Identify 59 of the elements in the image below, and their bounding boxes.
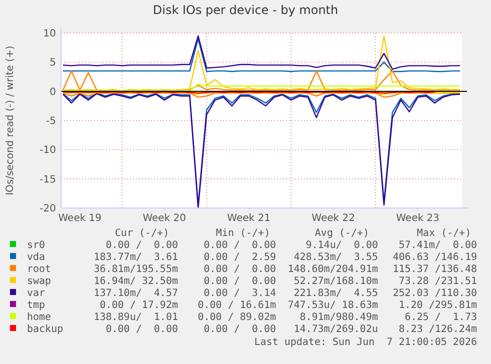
text: Max (-/+): [416, 228, 472, 239]
text: 0.00 / 17.92m: [100, 300, 178, 311]
legend-label: var: [27, 288, 46, 299]
text: 73.28 /231.51: [398, 276, 477, 287]
legend-label: vda: [27, 252, 46, 263]
text: 14.73m/269.02u: [294, 324, 378, 335]
text: Last update: Sun Jun 7 21:00:05 2026: [254, 337, 477, 348]
legend-label: home: [27, 312, 52, 323]
text: 0.00 / 0.00: [204, 324, 276, 335]
legend-label: backup: [27, 324, 64, 335]
text: 428.53m/ 3.55: [294, 252, 378, 263]
legend-label: root: [27, 264, 52, 275]
text: 0.00 / 3.14: [204, 288, 276, 299]
legend-label: tmp: [27, 300, 46, 311]
text: 9.14u/ 0.00: [306, 240, 378, 251]
text: 115.37 /136.48: [392, 264, 477, 275]
text: 0.00 / 16.61m: [198, 300, 276, 311]
y-tick-label: -5: [46, 116, 56, 127]
text: 0.00 / 0.00: [204, 264, 276, 275]
chart-title: Disk IOs per device - by month: [152, 3, 338, 17]
text: Cur (-/+): [114, 228, 170, 239]
text: 6.25 / 1.73: [404, 312, 477, 323]
text: 148.60m/204.91m: [288, 264, 378, 275]
legend-label: sr0: [27, 240, 46, 251]
y-tick-label: 10: [43, 28, 56, 40]
text: 0.00 / 0.00: [204, 240, 276, 251]
y-tick-label: -20: [40, 204, 56, 214]
text: 0.00 / 0.00: [106, 240, 178, 251]
x-tick-label: Week 22: [312, 213, 355, 224]
x-tick-label: Week 21: [227, 213, 270, 224]
text: 52.27m/168.10m: [294, 276, 378, 287]
x-tick-label: Week 23: [396, 213, 440, 224]
text: 137.10m/ 4.57: [94, 288, 178, 299]
text: 0.00 / 0.00: [106, 324, 178, 335]
text: 406.63 /146.19: [392, 252, 477, 263]
text: 252.03 /110.30: [392, 288, 477, 299]
text: 183.77m/ 3.61: [94, 252, 178, 263]
text: 1.20 /295.81m: [398, 300, 477, 311]
text: Avg (-/+): [314, 228, 370, 239]
y-tick-label: 5: [50, 58, 56, 69]
text: 16.94m/ 32.50m: [94, 276, 178, 287]
text: 221.83m/ 4.55: [294, 288, 378, 299]
text: 0.00 / 0.00: [204, 276, 276, 287]
text: Min (-/+): [216, 228, 270, 239]
text: 8.91m/980.49m: [300, 312, 378, 323]
y-tick-label: -10: [40, 145, 56, 156]
y-tick-label: -15: [40, 174, 56, 186]
y-tick-label: 0: [50, 86, 56, 98]
x-tick-label: Week 19: [58, 213, 102, 224]
text: 0.00 / 89.02m: [198, 312, 276, 323]
legend-label: swap: [27, 276, 52, 287]
text: 0.00 / 2.59: [204, 252, 276, 263]
x-tick-label: Week 20: [142, 213, 186, 224]
text: 57.41m/ 0.00: [398, 240, 477, 251]
text: 36.81m/195.55m: [94, 264, 178, 275]
text: 8.23 /126.24m: [398, 324, 477, 335]
y-axis-title: IOs/second read (-) / write (+): [5, 46, 16, 196]
text: 747.53u/ 18.63m: [288, 300, 378, 311]
text: 138.89u/ 1.01: [94, 312, 178, 323]
